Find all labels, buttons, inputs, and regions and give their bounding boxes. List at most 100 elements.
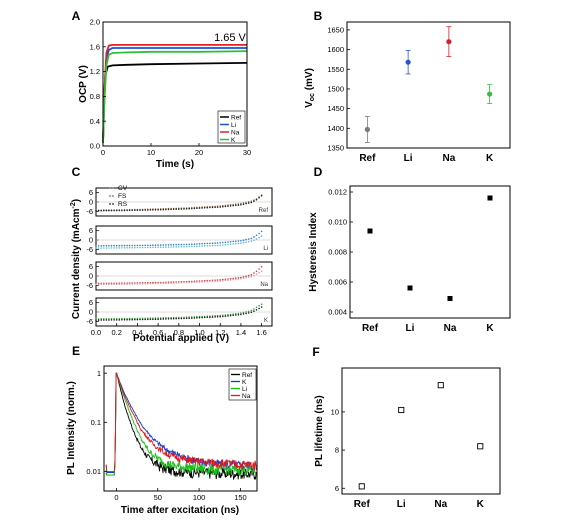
rs-point — [159, 318, 162, 320]
fs-point — [180, 316, 183, 319]
rs-point — [214, 206, 216, 209]
fs-point — [126, 244, 128, 247]
data-point-ref — [364, 126, 370, 133]
fs-point — [211, 315, 214, 317]
rs-point — [103, 209, 105, 212]
rs-point — [255, 198, 258, 201]
rs-point — [115, 283, 118, 286]
rs-point — [100, 247, 102, 249]
rs-point — [253, 274, 255, 277]
rs-point — [131, 246, 133, 249]
y-axis-label: OCP (V) — [78, 65, 89, 103]
fs-point — [136, 244, 139, 247]
rs-point — [191, 281, 193, 284]
fs-point — [152, 244, 154, 246]
data-point-na — [446, 39, 452, 45]
fs-point — [188, 316, 190, 318]
rs-point — [232, 204, 234, 207]
rs-point — [224, 243, 227, 246]
rs-point — [175, 246, 177, 248]
rs-point — [162, 282, 165, 285]
y-tick-label: 1.6 — [90, 42, 100, 51]
rs-point — [162, 318, 165, 320]
fs-point — [203, 242, 206, 245]
rs-point — [242, 241, 245, 244]
rs-point — [188, 207, 190, 210]
rs-point — [255, 238, 258, 240]
rs-point — [242, 277, 245, 280]
rs-point — [172, 208, 175, 210]
rs-point — [185, 281, 188, 284]
y-axis-label: PL lifetime (ns) — [314, 395, 325, 467]
rs-point — [237, 314, 240, 316]
fs-point — [232, 240, 234, 243]
rs-point — [131, 209, 133, 212]
rs-point — [152, 282, 154, 285]
rs-point — [224, 279, 227, 282]
rs-point — [147, 246, 149, 249]
fs-point — [242, 311, 245, 314]
rs-point — [188, 317, 190, 320]
panel-e-pl-decay-chart: E 1 0.1 0.01 0 50 100 150 Time after excitation … — [66, 344, 258, 516]
fs-point — [250, 309, 253, 312]
fs-point — [165, 244, 167, 246]
rs-point — [214, 280, 216, 283]
rs-point — [110, 319, 113, 321]
fs-point — [224, 314, 227, 316]
x-axis-label: Potential applied (V) — [133, 333, 229, 344]
panel-label-e: E — [72, 344, 80, 358]
x-tick-label: 0 — [114, 493, 118, 502]
rs-point — [159, 208, 162, 211]
category-label-na: Na — [434, 499, 447, 510]
fs-point — [253, 308, 255, 310]
rs-point — [123, 247, 126, 249]
rs-point — [154, 282, 157, 285]
fs-point — [206, 242, 209, 245]
rs-point — [183, 245, 185, 248]
rs-point — [245, 202, 247, 205]
rs-point — [97, 209, 100, 212]
rs-point — [108, 283, 110, 286]
fs-point — [258, 268, 260, 270]
fs-point — [100, 245, 102, 247]
rs-point — [123, 283, 126, 285]
fs-point — [242, 276, 245, 278]
rs-point — [105, 319, 108, 321]
rs-point — [245, 312, 247, 315]
fs-point — [141, 317, 144, 320]
fs-point — [123, 317, 126, 320]
rs-point — [134, 246, 136, 249]
x-tick-label: 100 — [193, 493, 206, 502]
y-tick-label: 0.4 — [90, 117, 100, 126]
fs-point — [162, 244, 165, 246]
fs-point — [170, 316, 172, 319]
fs-point — [185, 243, 188, 246]
fs-point — [198, 315, 201, 318]
rs-point — [219, 244, 221, 247]
fs-point — [149, 317, 152, 320]
fs-point — [95, 318, 97, 320]
fs-point — [131, 244, 133, 247]
fs-point — [167, 244, 170, 246]
rs-point — [105, 209, 108, 212]
legend-label-li: Li — [242, 386, 247, 393]
rs-point — [147, 318, 149, 321]
x-axis-label: Time (s) — [156, 159, 194, 170]
rs-point — [222, 279, 224, 282]
rs-point — [219, 280, 221, 282]
rs-point — [110, 283, 113, 286]
rs-point — [172, 282, 175, 284]
rs-point — [165, 246, 167, 248]
fs-point — [128, 244, 131, 247]
fs-point — [188, 243, 190, 246]
subplot-li: 60-6 Li — [86, 225, 273, 255]
rs-point — [95, 209, 97, 212]
panel-b-voc-chart: B 1350 1400 1450 1500 1550 1600 1650 Ref Li Na K Voc… — [304, 9, 511, 164]
rs-point — [141, 318, 144, 321]
fs-point — [108, 318, 110, 320]
rs-point — [193, 245, 196, 248]
fs-point — [100, 318, 102, 320]
plot-frame — [346, 21, 511, 149]
panel-label-f: F — [312, 345, 319, 359]
